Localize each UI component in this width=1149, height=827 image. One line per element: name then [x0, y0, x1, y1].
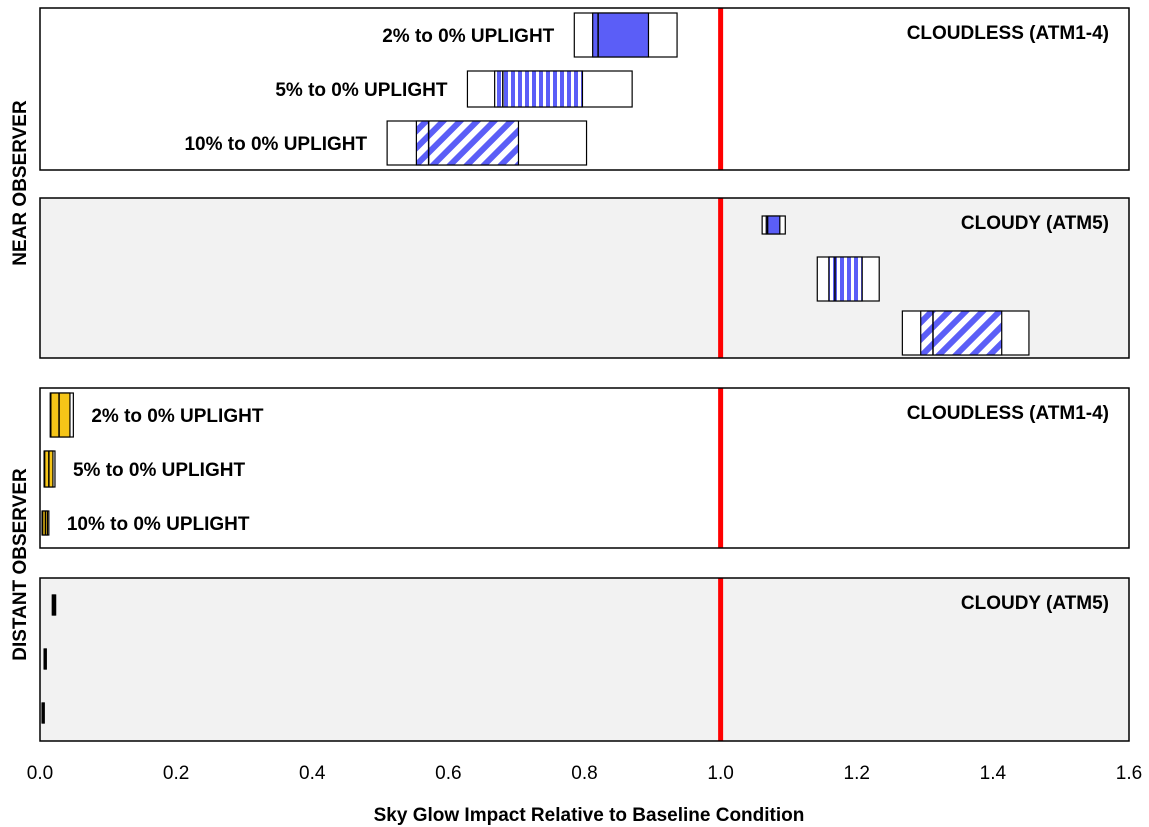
x-tick-label: 0.2	[163, 763, 189, 784]
series-label: 2% to 0% UPLIGHT	[382, 26, 554, 47]
panel-border	[39, 577, 1130, 742]
panel-border	[39, 197, 1130, 359]
series-label: 2% to 0% UPLIGHT	[91, 406, 263, 427]
series-label: 5% to 0% UPLIGHT	[275, 80, 447, 101]
panel-title: CLOUDY (ATM5)	[961, 593, 1109, 614]
x-tick-label: 0.4	[299, 763, 326, 784]
iqr-box	[828, 256, 863, 302]
box-mark	[386, 120, 588, 166]
panel-border	[39, 387, 1130, 549]
x-axis: 0.0 0.2 0.4 0.6 0.8 1.0 1.2 1.4 1.6	[27, 763, 1142, 784]
box-mark	[816, 256, 880, 302]
x-tick-label: 1.4	[980, 763, 1007, 784]
x-tick-label: 1.0	[707, 763, 733, 784]
series-label: 5% to 0% UPLIGHT	[73, 460, 245, 481]
box-mark	[466, 70, 633, 108]
iqr-box	[765, 215, 781, 235]
box-mark	[51, 594, 57, 616]
iqr-box	[50, 392, 71, 438]
x-tick-label: 0.0	[27, 763, 53, 784]
text-labels: 2% to 0% UPLIGHT 5% to 0% UPLIGHT 10% to 0…	[10, 7, 1130, 742]
x-tick-label: 1.6	[1116, 763, 1142, 784]
panel-background	[40, 388, 1129, 548]
panel-title: CLOUDLESS (ATM1-4)	[907, 403, 1109, 424]
iqr-box	[920, 310, 1003, 356]
x-axis-title: Sky Glow Impact Relative to Baseline Con…	[374, 805, 805, 826]
box-mark	[43, 648, 47, 670]
group-label: DISTANT OBSERVER	[10, 468, 31, 661]
series-label: 10% to 0% UPLIGHT	[184, 134, 367, 155]
panel-title: CLOUDLESS (ATM1-4)	[907, 23, 1109, 44]
x-tick-label: 0.8	[571, 763, 597, 784]
group-label: NEAR OBSERVER	[10, 100, 31, 266]
box-mark	[573, 12, 678, 58]
iqr-box	[494, 70, 584, 108]
panels	[40, 8, 1129, 741]
series-label: 10% to 0% UPLIGHT	[67, 514, 250, 535]
box-mark	[41, 510, 50, 536]
iqr-box	[592, 12, 650, 58]
box-mark	[761, 215, 786, 235]
iqr-box	[415, 120, 520, 166]
box-mark	[901, 310, 1030, 356]
panel-border	[39, 7, 1130, 171]
panel-background	[40, 578, 1129, 741]
box-mark	[49, 392, 74, 438]
x-tick-label: 1.2	[844, 763, 870, 784]
box-mark	[43, 450, 56, 488]
panel-title: CLOUDY (ATM5)	[961, 213, 1109, 234]
x-tick-label: 0.6	[435, 763, 461, 784]
box-mark	[41, 702, 45, 724]
box-marks	[41, 12, 1030, 724]
